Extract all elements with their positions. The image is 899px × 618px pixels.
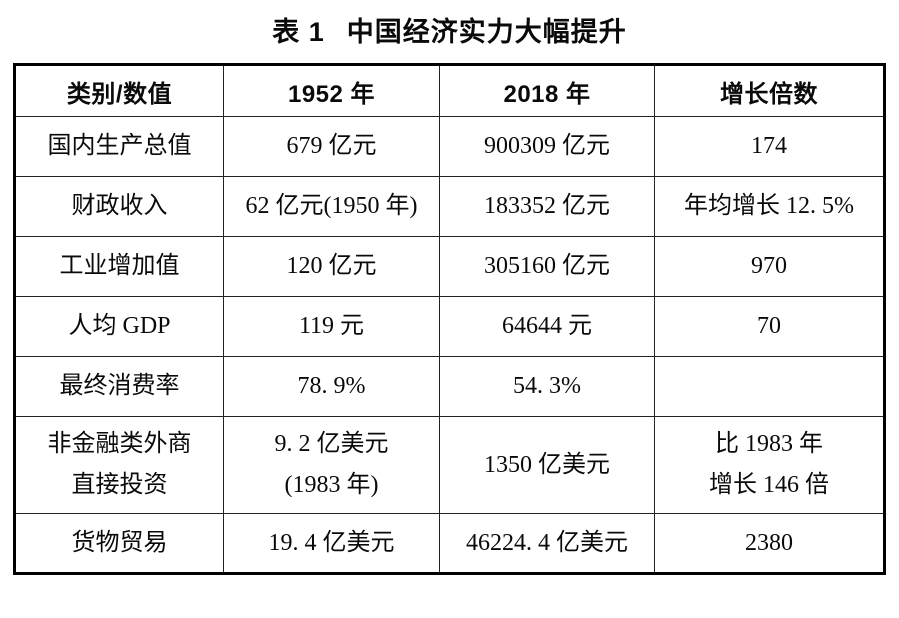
header-cell-category: 类别/数值	[14, 64, 224, 118]
table-row-final-consumption-rate: 最终消费率 78. 9% 54. 3%	[14, 356, 885, 418]
row-label: 货物贸易	[14, 513, 224, 575]
value-1952: 62 亿元(1950 年)	[223, 176, 440, 238]
value-2018: 183352 亿元	[439, 176, 655, 238]
value-growth: 2380	[654, 513, 885, 575]
value-2018: 305160 亿元	[439, 236, 655, 298]
table-title: 表 1 中国经济实力大幅提升	[0, 16, 899, 48]
row-label: 非金融类外商 直接投资	[14, 416, 224, 515]
value-1952: 78. 9%	[223, 356, 440, 418]
header-cell-1952: 1952 年	[223, 64, 440, 118]
value-2018: 64644 元	[439, 296, 655, 358]
value-growth: 174	[654, 116, 885, 178]
value-2018: 900309 亿元	[439, 116, 655, 178]
value-1952: 119 元	[223, 296, 440, 358]
value-growth: 比 1983 年 增长 146 倍	[654, 416, 885, 515]
economy-growth-table: 类别/数值 1952 年 2018 年 增长倍数 国内生产总值 679 亿元 9…	[13, 63, 886, 576]
row-label: 最终消费率	[14, 356, 224, 418]
value-1952: 19. 4 亿美元	[223, 513, 440, 575]
value-2018: 1350 亿美元	[439, 416, 655, 515]
table-row-fiscal-revenue: 财政收入 62 亿元(1950 年) 183352 亿元 年均增长 12. 5%	[14, 176, 885, 238]
value-growth: 70	[654, 296, 885, 358]
value-1952: 9. 2 亿美元 (1983 年)	[223, 416, 440, 515]
table-title-number: 表 1	[272, 17, 325, 47]
row-label: 工业增加值	[14, 236, 224, 298]
value-2018: 46224. 4 亿美元	[439, 513, 655, 575]
table-row-non-financial-fdi: 非金融类外商 直接投资 9. 2 亿美元 (1983 年) 1350 亿美元 比…	[14, 416, 885, 515]
header-cell-2018: 2018 年	[439, 64, 655, 118]
value-2018: 54. 3%	[439, 356, 655, 418]
row-label: 人均 GDP	[14, 296, 224, 358]
table-row-goods-trade: 货物贸易 19. 4 亿美元 46224. 4 亿美元 2380	[14, 513, 885, 575]
table-header-row: 类别/数值 1952 年 2018 年 增长倍数	[14, 64, 885, 118]
value-growth	[654, 356, 885, 418]
table-row-gdp: 国内生产总值 679 亿元 900309 亿元 174	[14, 116, 885, 178]
header-cell-growth: 增长倍数	[654, 64, 885, 118]
row-label: 财政收入	[14, 176, 224, 238]
table-row-per-capita-gdp: 人均 GDP 119 元 64644 元 70	[14, 296, 885, 358]
row-label: 国内生产总值	[14, 116, 224, 178]
value-growth: 970	[654, 236, 885, 298]
value-growth: 年均增长 12. 5%	[654, 176, 885, 238]
value-1952: 120 亿元	[223, 236, 440, 298]
table-row-industrial-added-value: 工业增加值 120 亿元 305160 亿元 970	[14, 236, 885, 298]
table-title-text: 中国经济实力大幅提升	[346, 17, 627, 47]
value-1952: 679 亿元	[223, 116, 440, 178]
